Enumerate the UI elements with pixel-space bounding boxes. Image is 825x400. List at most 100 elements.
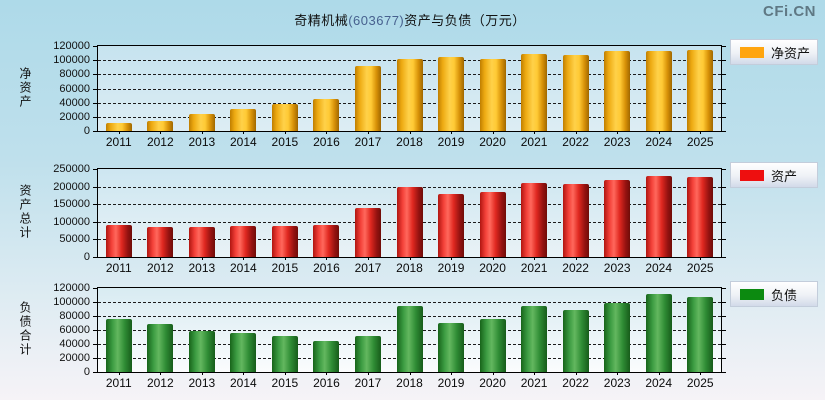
bar-total-liabilities-2025 <box>687 297 714 372</box>
bar-total-assets-2014 <box>230 226 257 257</box>
bar-total-liabilities-2022 <box>562 309 589 372</box>
x-tick-label: 2025 <box>686 261 714 275</box>
y-tick-mark <box>93 88 98 90</box>
y-tick-mark <box>721 239 726 241</box>
y-tick-mark <box>721 88 726 90</box>
x-tick-label: 2014 <box>230 135 257 149</box>
x-tick-mark <box>700 372 702 375</box>
y-tick-mark <box>721 102 726 104</box>
bar-net-assets-2016 <box>313 99 340 131</box>
x-tick-mark <box>492 372 494 375</box>
x-tick-mark <box>160 131 162 134</box>
x-tick-label: 2019 <box>437 376 465 390</box>
y-tick-mark <box>93 316 98 317</box>
y-tick-label: 120000 <box>53 40 90 52</box>
bar-total-assets-2022 <box>562 184 589 257</box>
x-tick-label: 2012 <box>146 261 174 275</box>
y-tick-mark <box>721 302 726 303</box>
x-tick-label: 2012 <box>146 135 174 149</box>
x-tick-label: 2012 <box>146 376 174 390</box>
x-tick-mark <box>492 257 494 260</box>
x-tick-mark <box>243 257 245 260</box>
x-tick-mark <box>118 131 120 134</box>
gridline-100000 <box>98 302 721 303</box>
title-stock-code: (603677) <box>348 13 405 28</box>
x-tick-label: 2016 <box>313 376 340 390</box>
x-tick-label: 2023 <box>603 261 631 275</box>
x-tick-label: 2018 <box>396 135 423 149</box>
x-tick-mark <box>284 257 286 260</box>
y-tick-mark <box>93 344 98 345</box>
bar-net-assets-2017 <box>354 65 381 131</box>
x-tick-mark <box>451 372 453 375</box>
y-tick-label: 20000 <box>59 110 90 123</box>
bar-net-assets-2022 <box>562 54 589 131</box>
bar-total-assets-2013 <box>188 227 215 257</box>
x-tick-mark <box>243 131 245 134</box>
y-tick-label: 100000 <box>53 296 90 308</box>
x-tick-mark <box>658 257 660 260</box>
y-tick-mark <box>93 74 98 76</box>
bar-total-assets-2016 <box>313 225 340 257</box>
bar-net-assets-2013 <box>188 114 215 131</box>
y-tick-label: 150000 <box>53 198 90 211</box>
bar-total-liabilities-2011 <box>105 318 132 372</box>
y-tick-mark <box>93 60 98 62</box>
bar-total-liabilities-2021 <box>521 306 548 372</box>
x-tick-mark <box>160 257 162 260</box>
x-tick-label: 2020 <box>479 376 506 390</box>
y-tick-label: 120000 <box>53 282 90 294</box>
y-tick-mark <box>93 239 98 241</box>
y-tick-mark <box>721 316 726 317</box>
x-tick-label: 2014 <box>230 261 257 275</box>
bar-net-assets-2018 <box>396 58 423 131</box>
x-tick-label: 2022 <box>562 135 589 149</box>
bar-net-assets-2014 <box>230 109 257 131</box>
x-tick-label: 2021 <box>520 261 548 275</box>
bar-total-liabilities-2024 <box>645 294 672 372</box>
bar-total-liabilities-2019 <box>438 323 465 372</box>
total-liabilities-legend-label: 负债 <box>771 287 798 303</box>
x-tick-mark <box>575 257 577 260</box>
y-tick-label: 60000 <box>59 82 90 95</box>
total-liabilities-legend: 负债 <box>730 281 818 307</box>
bar-net-assets-2015 <box>271 104 298 131</box>
bar-total-liabilities-2015 <box>271 336 298 372</box>
y-tick-mark <box>93 257 98 258</box>
x-tick-label: 2024 <box>645 135 673 149</box>
total-assets-y-axis-title: 资产总计 <box>18 184 32 240</box>
y-tick-mark <box>721 221 726 223</box>
bar-net-assets-2024 <box>645 50 672 131</box>
x-tick-label: 2013 <box>188 135 216 149</box>
x-tick-label: 2021 <box>520 135 548 149</box>
y-tick-mark <box>93 204 98 206</box>
x-tick-label: 2022 <box>562 261 589 275</box>
total-assets-legend-label: 资产 <box>771 168 798 184</box>
bar-net-assets-2012 <box>147 121 174 131</box>
y-tick-mark <box>93 102 98 104</box>
x-tick-mark <box>284 372 286 375</box>
x-tick-label: 2024 <box>645 376 673 390</box>
x-tick-label: 2022 <box>562 376 589 390</box>
x-tick-label: 2018 <box>396 261 423 275</box>
y-tick-label: 50000 <box>59 233 90 246</box>
x-tick-mark <box>534 372 536 375</box>
x-tick-mark <box>326 131 328 134</box>
bar-total-assets-2025 <box>687 176 714 257</box>
y-tick-mark <box>721 372 726 373</box>
y-tick-label: 80000 <box>59 68 90 81</box>
y-tick-mark <box>721 74 726 76</box>
y-tick-mark <box>721 46 726 47</box>
net-assets-y-axis-title: 净资产 <box>18 66 32 109</box>
bar-total-assets-2015 <box>271 226 298 257</box>
y-tick-label: 250000 <box>53 163 90 175</box>
net-assets-legend-swatch <box>740 46 764 58</box>
y-tick-mark <box>721 169 726 170</box>
x-tick-label: 2016 <box>313 261 340 275</box>
x-tick-mark <box>492 131 494 134</box>
bar-total-liabilities-2016 <box>313 340 340 372</box>
y-tick-mark <box>93 131 98 132</box>
y-tick-label: 0 <box>83 125 90 137</box>
x-tick-label: 2016 <box>313 135 340 149</box>
